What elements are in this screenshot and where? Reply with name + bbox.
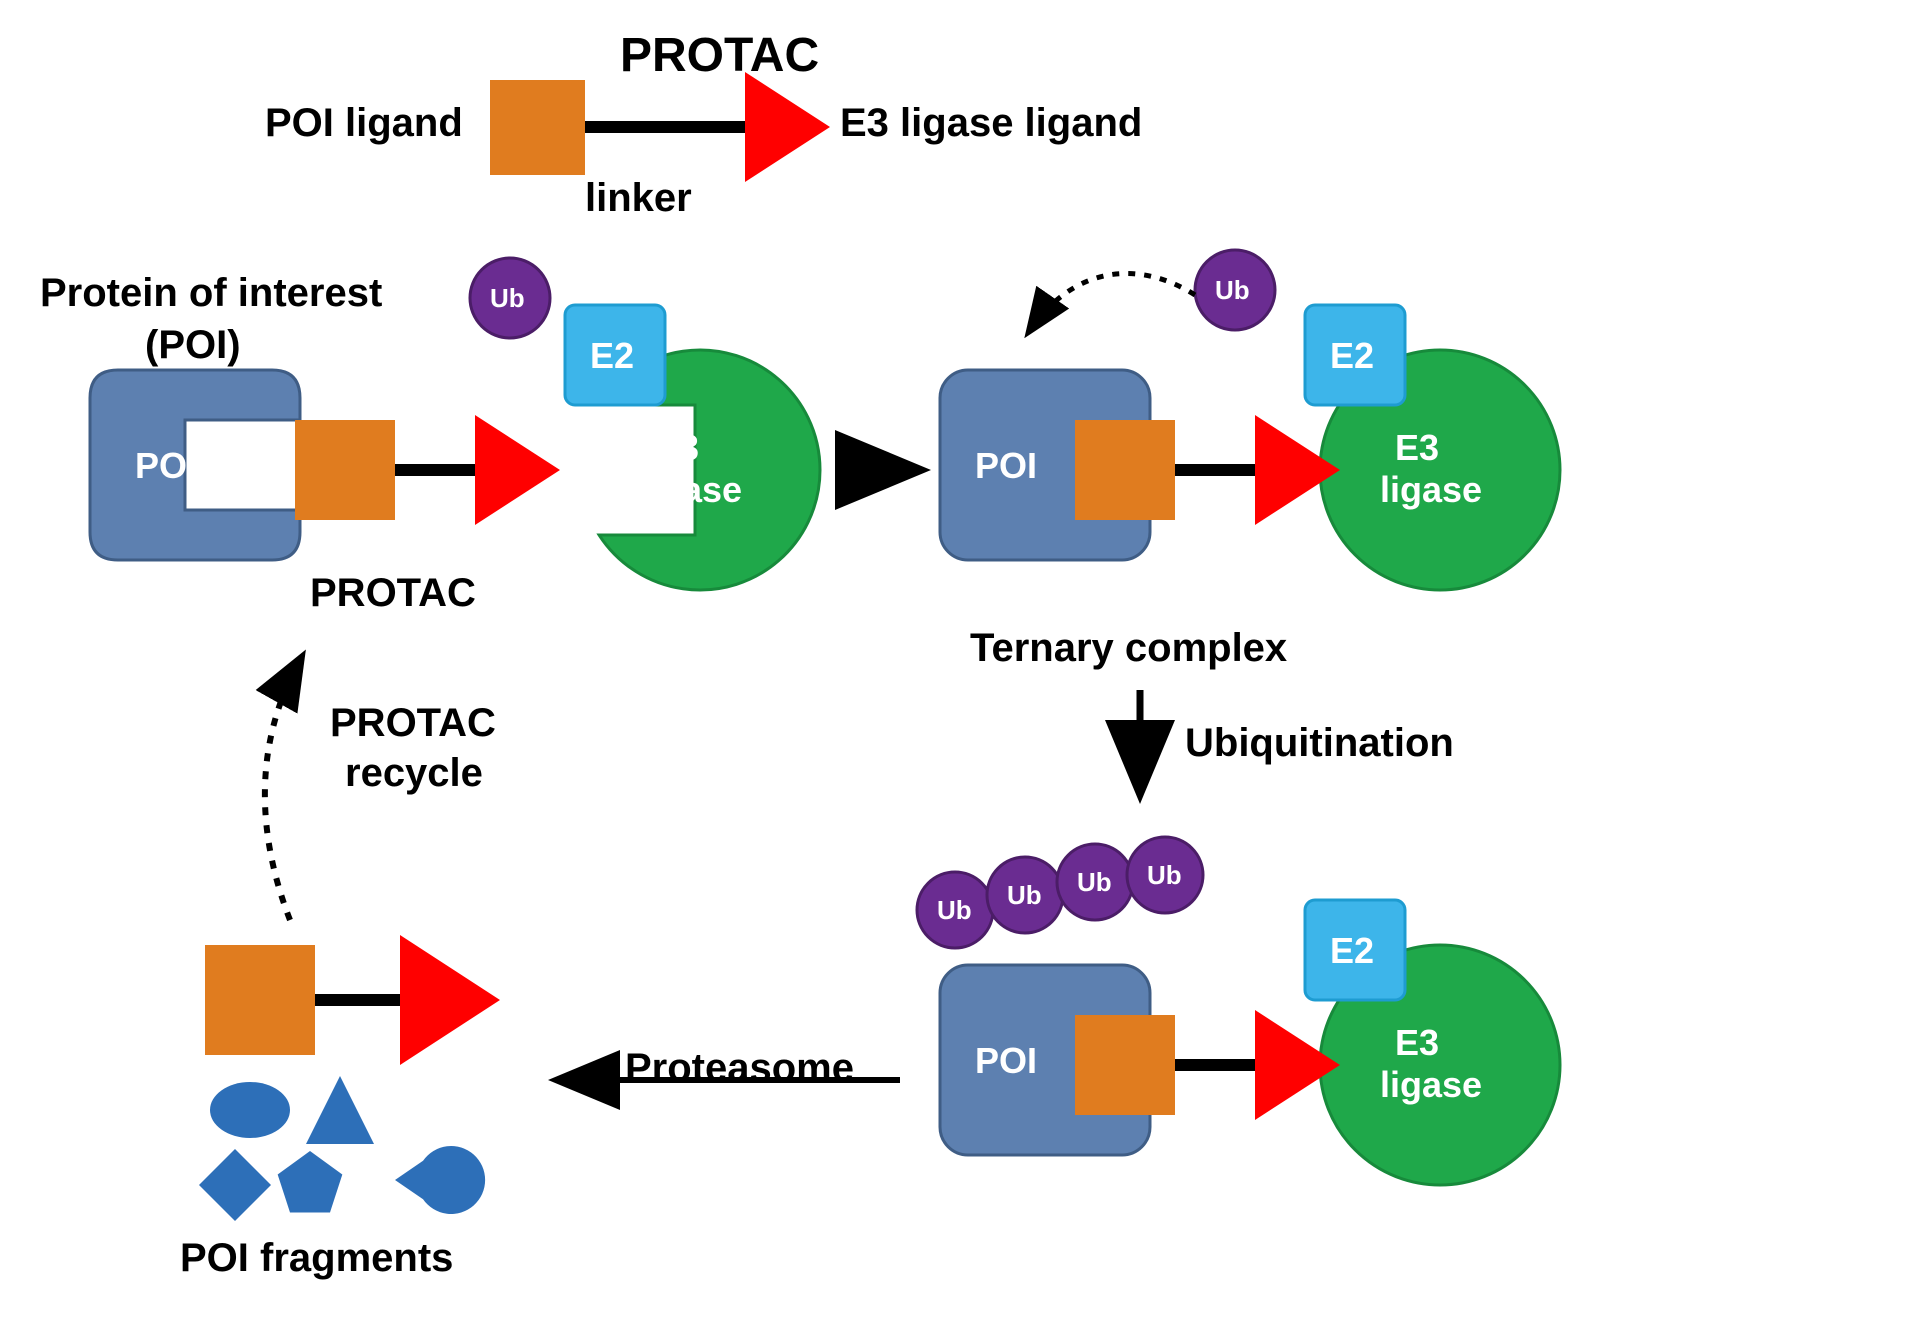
ub-text: Ub: [1077, 867, 1112, 897]
ub-text: Ub: [1147, 860, 1182, 890]
ub-text: Ub: [937, 895, 972, 925]
e3-text: E3: [1395, 427, 1439, 468]
e3-ligand-icon: [475, 415, 560, 525]
poi-ligand-icon: [1075, 420, 1175, 520]
e3-text: ligase: [1380, 469, 1482, 510]
diagram-svg: POIE2E3ligaseUbPOIE2E3ligaseUbUbUbUbUbPO…: [0, 0, 1920, 1337]
e3-ligand-icon: [400, 935, 500, 1065]
e3-text: ligase: [1380, 1064, 1482, 1105]
poi-ligand-icon: [205, 945, 315, 1055]
e2-text: E2: [1330, 335, 1374, 376]
e3-text: ligase: [640, 469, 742, 510]
arrow-dotted-icon: [1030, 273, 1195, 330]
e2-text: E2: [1330, 930, 1374, 971]
poi-ligand-icon: [1075, 1015, 1175, 1115]
ub-text: Ub: [490, 283, 525, 313]
poi-text: POI: [975, 1040, 1037, 1081]
fragment-icon: [278, 1151, 343, 1213]
diagram-stage: PROTAC POI ligand E3 ligase ligand linke…: [0, 0, 1920, 1337]
fragment-icon: [395, 1146, 485, 1214]
arrow-dotted-icon: [265, 660, 300, 920]
poi-text: POI: [135, 445, 197, 486]
e3-ligand-icon: [745, 72, 830, 182]
ub-text: Ub: [1215, 275, 1250, 305]
e2-text: E2: [590, 335, 634, 376]
poi-ligand-icon: [295, 420, 395, 520]
ub-text: Ub: [1007, 880, 1042, 910]
fragment-icon: [306, 1076, 374, 1144]
e3-text: E3: [655, 427, 699, 468]
poi-text: POI: [975, 445, 1037, 486]
fragment-icon: [199, 1149, 271, 1221]
fragment-icon: [210, 1082, 290, 1138]
poi-ligand-icon: [490, 80, 585, 175]
e3-text: E3: [1395, 1022, 1439, 1063]
